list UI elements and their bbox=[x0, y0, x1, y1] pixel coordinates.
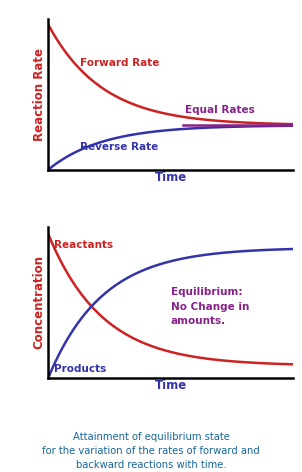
Text: Equal Rates: Equal Rates bbox=[185, 105, 255, 116]
Y-axis label: Concentration: Concentration bbox=[33, 255, 46, 349]
X-axis label: Time: Time bbox=[155, 379, 187, 392]
Y-axis label: Reaction Rate: Reaction Rate bbox=[33, 48, 46, 141]
Text: Equilibrium:
No Change in
amounts.: Equilibrium: No Change in amounts. bbox=[171, 287, 249, 327]
Text: Reverse Rate: Reverse Rate bbox=[80, 143, 158, 152]
X-axis label: Time: Time bbox=[155, 171, 187, 184]
Text: Attainment of equilibrium state
for the variation of the rates of forward and
ba: Attainment of equilibrium state for the … bbox=[42, 431, 260, 470]
Text: Reactants: Reactants bbox=[54, 240, 114, 250]
Text: Products: Products bbox=[54, 364, 107, 374]
Text: Forward Rate: Forward Rate bbox=[80, 58, 159, 68]
